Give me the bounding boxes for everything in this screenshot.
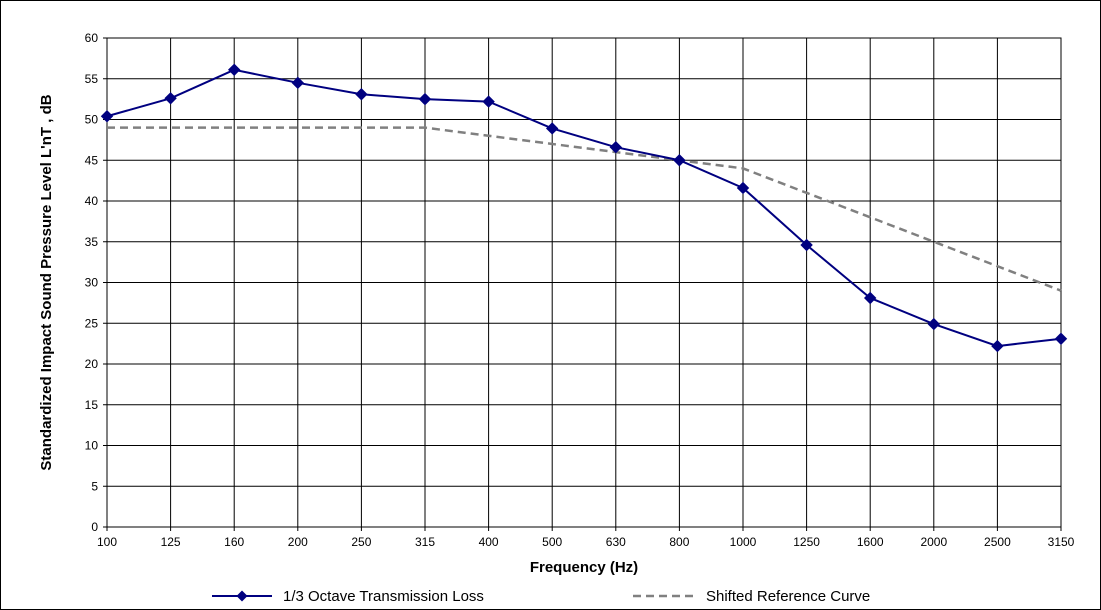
x-tick-label: 1600 (857, 535, 884, 549)
x-tick-labels: 100 125 160 200 250 315 400 500 630 800 1000 1250 16… (97, 535, 1075, 549)
x-tick-label: 315 (415, 535, 435, 549)
y-tick-label: 5 (91, 479, 98, 493)
data-point (991, 339, 1004, 353)
data-point (609, 141, 623, 154)
series-line (107, 126, 1062, 292)
x-tick-label: 1250 (793, 535, 820, 549)
series-layer (100, 63, 1068, 353)
data-point (927, 317, 941, 331)
x-axis-title: Frequency (Hz) (530, 559, 638, 576)
data-point (164, 92, 177, 105)
x-tick-label: 160 (224, 535, 244, 549)
y-axis-title: Standardized Impact Sound Pressure Level… (38, 94, 55, 470)
data-point (1054, 332, 1068, 345)
series-line (106, 68, 1062, 348)
x-tick-label: 500 (542, 535, 562, 549)
grid-layer (103, 37, 1062, 531)
x-tick-label: 100 (97, 535, 117, 549)
x-tick-label: 1000 (730, 535, 757, 549)
legend-item-1: 1/3 Octave Transmission Loss (212, 588, 484, 605)
series-1 (100, 63, 1068, 353)
y-tick-label: 20 (85, 357, 99, 371)
data-point (418, 92, 432, 106)
data-point (800, 238, 813, 252)
y-tick-label: 50 (85, 113, 99, 127)
x-tick-label: 400 (479, 535, 499, 549)
y-tick-label: 0 (91, 520, 98, 534)
y-tick-label: 40 (85, 194, 99, 208)
plot-area-border (106, 37, 1062, 528)
data-point (482, 95, 495, 108)
data-point (863, 291, 877, 305)
data-point (227, 63, 241, 76)
y-tick-label: 45 (85, 153, 99, 167)
y-tick-label: 35 (85, 235, 99, 249)
x-tick-label: 800 (669, 535, 689, 549)
y-tick-label: 60 (85, 31, 99, 45)
data-point (291, 76, 305, 90)
y-tick-label: 55 (85, 72, 99, 86)
data-point (545, 122, 559, 135)
y-tick-label: 10 (85, 439, 99, 453)
y-tick-label: 25 (85, 316, 99, 330)
x-tick-label: 2000 (920, 535, 947, 549)
x-tick-label: 125 (161, 535, 181, 549)
x-tick-label: 630 (606, 535, 626, 549)
x-tick-label: 250 (351, 535, 371, 549)
series-2 (107, 126, 1062, 292)
legend-item-2: Shifted Reference Curve (633, 588, 870, 605)
legend-label: 1/3 Octave Transmission Loss (283, 588, 484, 605)
x-tick-label: 3150 (1048, 535, 1075, 549)
legend: 1/3 Octave Transmission Loss Shifted Refe… (212, 588, 870, 605)
data-point (736, 181, 750, 195)
legend-label: Shifted Reference Curve (706, 588, 870, 605)
x-tick-label: 2500 (984, 535, 1011, 549)
data-point (100, 110, 114, 123)
data-point (673, 154, 686, 167)
y-tick-labels: 0 5 10 15 20 25 30 35 40 45 50 55 60 (85, 31, 99, 534)
legend-marker (236, 590, 248, 602)
data-point (355, 88, 368, 101)
y-tick-label: 15 (85, 398, 99, 412)
x-tick-label: 200 (288, 535, 308, 549)
y-tick-label: 30 (85, 276, 99, 290)
